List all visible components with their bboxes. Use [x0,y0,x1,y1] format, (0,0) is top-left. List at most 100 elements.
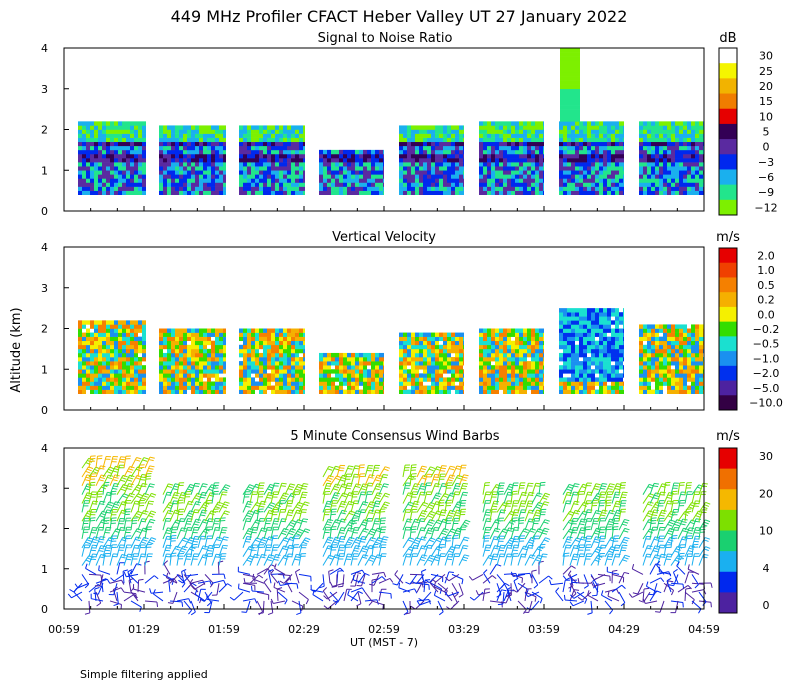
wind-barb-shaft [109,501,116,513]
vv-cell [491,336,495,342]
vv-cell [90,336,94,342]
snr-cell [335,174,339,179]
snr-cell [671,129,675,134]
snr-cell [110,121,114,126]
vv-cell [287,389,291,394]
snr-cell [110,170,114,175]
vv-cell [619,348,623,354]
snr-cell [623,162,624,167]
snr-cell [587,145,591,151]
vv-cell [559,312,563,317]
vv-cell [483,348,487,354]
snr-cell [106,133,110,138]
vv-cell [515,389,519,394]
snr-cell [207,178,211,183]
vv-cell [579,381,583,386]
snr-cell [343,178,347,183]
vv-cell [355,385,359,390]
snr-cell [683,174,687,179]
snr-cell [411,162,415,167]
snr-cell [599,182,603,187]
snr-cell [371,158,375,163]
vv-cell [651,352,655,358]
snr-cell [659,174,663,179]
snr-cell [515,141,519,147]
vv-cell [239,381,243,386]
snr-cell [271,170,275,175]
snr-cell [560,92,580,98]
snr-cell [279,133,283,138]
snr-cell [687,121,691,126]
wind-barb-flag [140,520,147,523]
vv-cell [519,332,523,337]
snr-cell [251,125,255,130]
wind-barb-flag [69,588,75,593]
snr-cell [535,182,539,187]
snr-cell [679,174,683,179]
vv-cell [503,381,507,386]
vv-cell [98,320,102,325]
vv-cell [211,344,215,350]
snr-cell [583,149,587,155]
wind-barb-flag [85,515,91,518]
snr-cell [575,149,579,155]
snr-cell [259,129,263,134]
snr-cell [275,178,279,183]
snr-cell [575,190,579,195]
snr-cell [223,166,226,171]
snr-cell [203,137,207,143]
snr-cell [110,141,114,147]
wind-barb-shaft [137,544,142,557]
snr-cell [651,121,655,126]
snr-cell [159,149,163,155]
snr-cell [271,153,275,159]
snr-cell [211,141,215,147]
vv-cell [78,369,82,374]
vv-cell [187,328,191,333]
vv-cell [687,340,691,346]
vv-cell [247,389,251,394]
vv-cell [195,332,199,337]
vv-cell [303,352,305,358]
snr-cell [130,166,134,171]
snr-cell [575,141,579,147]
snr-cell [503,145,507,151]
vv-cell [275,332,279,337]
snr-cell [187,170,191,175]
snr-cell [487,129,491,134]
snr-cell [303,145,305,151]
snr-cell [599,170,603,175]
snr-cell [195,145,199,151]
snr-cell [423,190,427,195]
wind-barb-flag [110,577,115,582]
vv-cell [663,369,667,374]
vv-cell [275,361,279,366]
vv-cell [251,357,255,362]
snr-cell [355,186,359,191]
vv-cell [323,373,327,378]
snr-cell [619,190,623,195]
wind-barb-shaft [109,544,113,557]
vv-cell [575,320,579,325]
snr-cell [499,186,503,191]
vv-cell [511,369,515,374]
snr-cell [359,182,363,187]
snr-cell [679,145,683,151]
vv-cell [647,377,651,382]
snr-cell [379,162,383,167]
wind-barb-shaft [99,574,104,587]
snr-cell [110,174,114,179]
vv-cell [255,336,259,342]
wind-barb-flag [122,474,128,478]
vv-cell [463,389,464,394]
snr-cell [695,133,699,138]
vv-cell [559,344,563,350]
vv-cell [259,328,263,333]
snr-cell [215,170,219,175]
snr-cell [559,158,563,163]
snr-cell [499,129,503,134]
snr-cell [407,190,411,195]
vv-cell [451,348,455,354]
vv-cell [159,385,163,390]
